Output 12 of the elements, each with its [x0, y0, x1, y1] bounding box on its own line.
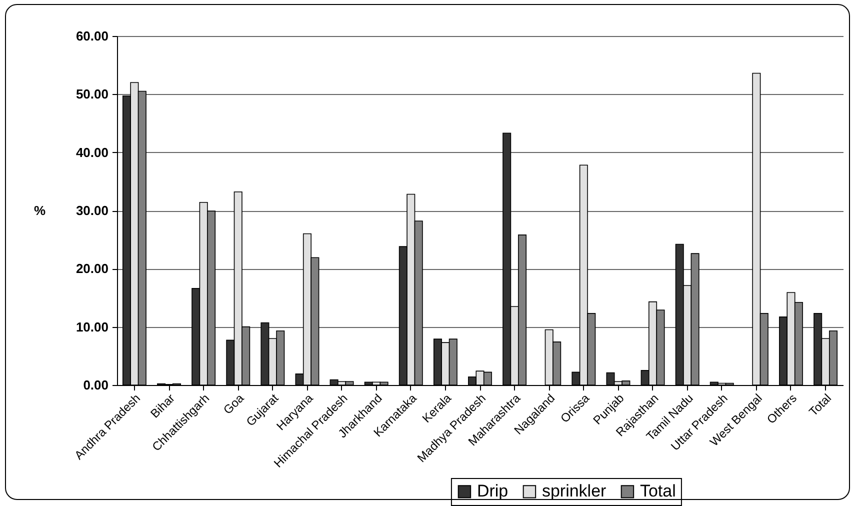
legend-label: Drip: [476, 482, 508, 501]
y-tick-label: 0.00: [83, 378, 108, 392]
y-axis-title: %: [34, 203, 46, 218]
y-tick-label: 50.00: [76, 86, 108, 102]
legend-label: Total: [640, 482, 676, 501]
legend-label: sprinkler: [542, 482, 607, 501]
y-tick-label: 60.00: [76, 28, 108, 44]
y-tick-label: 30.00: [76, 203, 108, 218]
y-tick-label: 20.00: [76, 261, 108, 276]
y-tick-label: 40.00: [76, 144, 108, 160]
x-tick-label: Goa: [220, 390, 247, 418]
y-tick-label: 10.00: [76, 319, 108, 334]
